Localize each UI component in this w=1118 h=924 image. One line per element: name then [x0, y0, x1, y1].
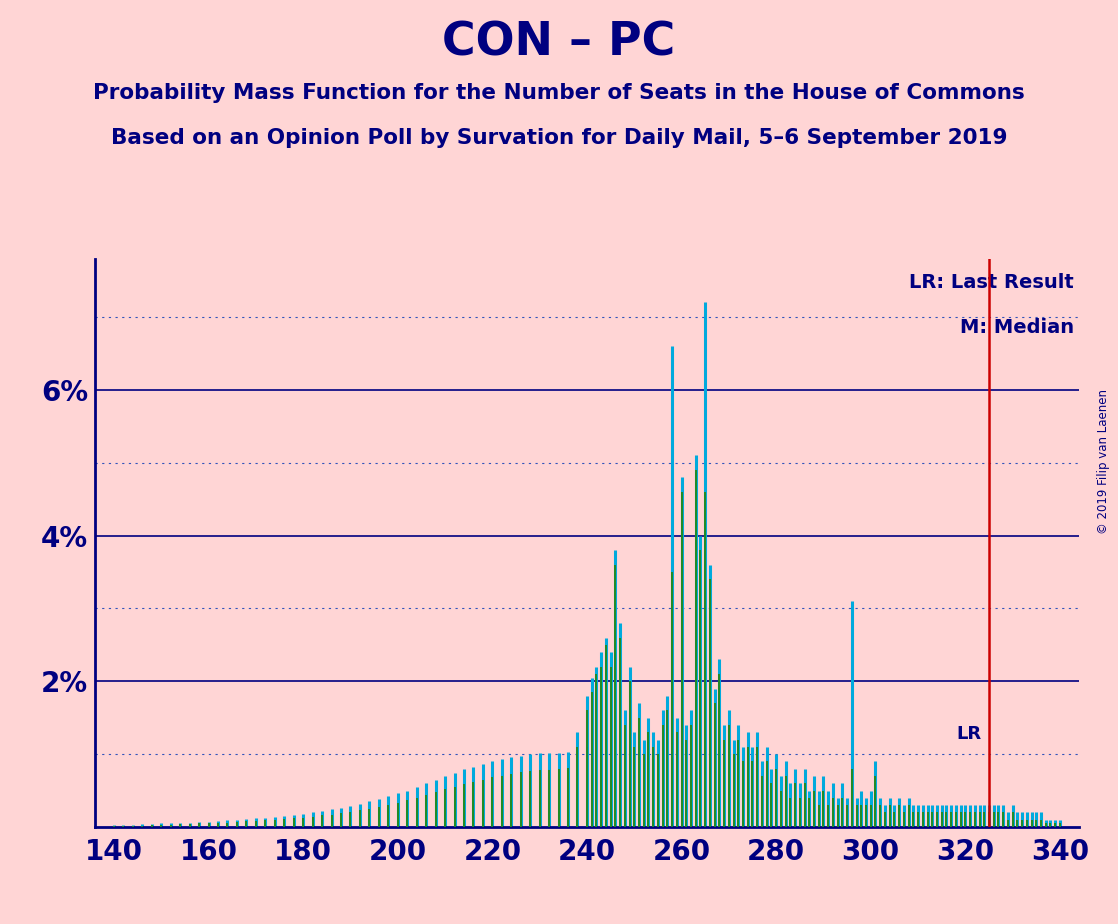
Text: CON – PC: CON – PC: [443, 20, 675, 66]
Text: Probability Mass Function for the Number of Seats in the House of Commons: Probability Mass Function for the Number…: [93, 83, 1025, 103]
Text: Based on an Opinion Poll by Survation for Daily Mail, 5–6 September 2019: Based on an Opinion Poll by Survation fo…: [111, 128, 1007, 148]
Text: LR: LR: [957, 725, 982, 743]
Text: LR: Last Result: LR: Last Result: [909, 273, 1074, 292]
Text: © 2019 Filip van Laenen: © 2019 Filip van Laenen: [1097, 390, 1110, 534]
Text: M: Median: M: Median: [960, 319, 1074, 337]
